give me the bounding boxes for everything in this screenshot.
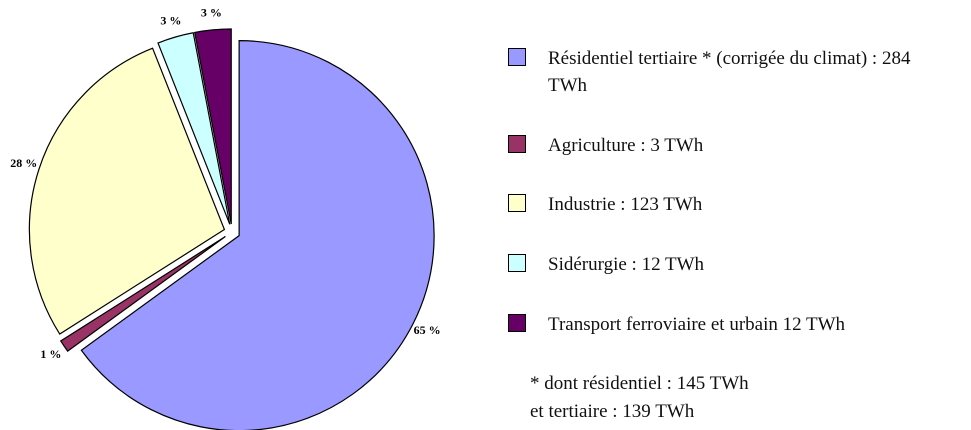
legend-item: Sidérurgie : 12 TWh xyxy=(508,251,948,278)
legend-swatch xyxy=(508,135,526,153)
pie-slice xyxy=(194,28,232,225)
pie-slice xyxy=(28,47,226,335)
legend-label: Sidérurgie : 12 TWh xyxy=(548,254,705,275)
pie-slice xyxy=(157,32,231,225)
legend-item: Transport ferroviaire et urbain 12 TWh xyxy=(508,311,948,338)
slice-label: 1 % xyxy=(40,347,61,361)
legend-item: Industrie : 123 TWh xyxy=(508,191,948,218)
legend-swatch xyxy=(508,194,526,212)
annotation: * dont résidentiel : 145 TWh et tertiair… xyxy=(530,373,749,422)
slice-label: 65 % xyxy=(414,323,441,337)
slice-label: 3 % xyxy=(201,6,222,20)
pie-slice xyxy=(80,40,435,430)
pie-slice xyxy=(59,235,226,352)
legend-item: Résidentiel tertiaire * (corrigée du cli… xyxy=(508,45,948,99)
slice-label: 28 % xyxy=(10,156,37,170)
pie-area: 65 % 1 % 28 % 3 % 3 % xyxy=(10,6,441,430)
slice-label: 3 % xyxy=(160,13,181,27)
legend-label: Agriculture : 3 TWh xyxy=(548,135,704,156)
legend-item: Agriculture : 3 TWh xyxy=(508,132,948,159)
legend-swatch xyxy=(508,254,526,272)
legend-label: Résidentiel tertiaire * (corrigée du cli… xyxy=(548,48,911,96)
legend-swatch xyxy=(508,48,526,66)
legend-label: Industrie : 123 TWh xyxy=(548,194,703,215)
legend-swatch xyxy=(508,314,526,332)
legend-label: Transport ferroviaire et urbain 12 TWh xyxy=(548,314,846,335)
